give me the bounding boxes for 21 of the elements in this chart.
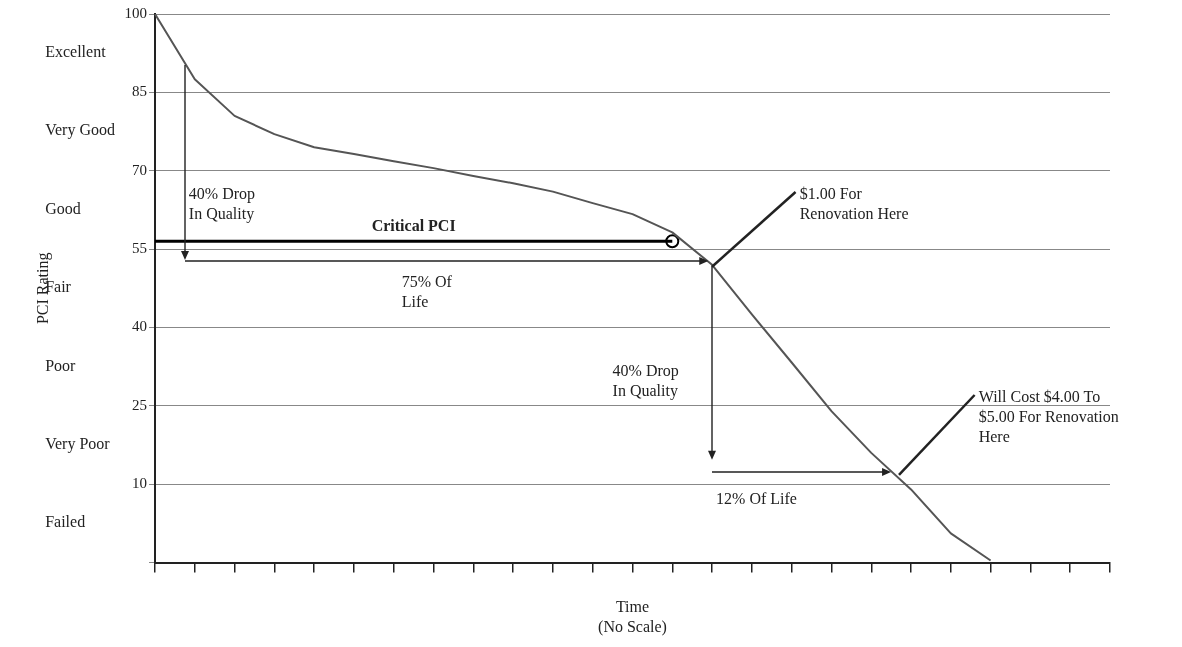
annotation: 40% Drop In Quality bbox=[612, 362, 679, 401]
y-tick-label: 10 bbox=[132, 475, 147, 492]
y-tick-label: 100 bbox=[124, 4, 147, 21]
y-tick-label: 70 bbox=[132, 161, 147, 178]
y-tick-label: 25 bbox=[132, 396, 147, 413]
text: Good bbox=[45, 199, 81, 217]
text: Poor bbox=[45, 356, 77, 374]
y-tick-label: 40 bbox=[132, 318, 147, 335]
annotation: Will Cost $4.00 To $5.00 For Renovation Here bbox=[978, 388, 1119, 446]
x-axis-title: Time (No Scale) bbox=[598, 598, 667, 636]
series-label: Critical PCI bbox=[371, 217, 456, 235]
annotation: 40% Drop In Quality bbox=[188, 184, 256, 223]
y-tick-label: 85 bbox=[132, 83, 147, 100]
text: Failed bbox=[45, 513, 86, 531]
annotation: 12% Of Life bbox=[716, 490, 797, 508]
text: Excellent bbox=[45, 43, 107, 61]
annotation: 75% Of Life bbox=[401, 273, 453, 311]
annotation: $1.00 For Renovation Here bbox=[799, 184, 909, 222]
text: Very Good bbox=[45, 121, 115, 140]
y-tick-label: 55 bbox=[132, 240, 147, 257]
text: Very Poor bbox=[45, 434, 111, 453]
